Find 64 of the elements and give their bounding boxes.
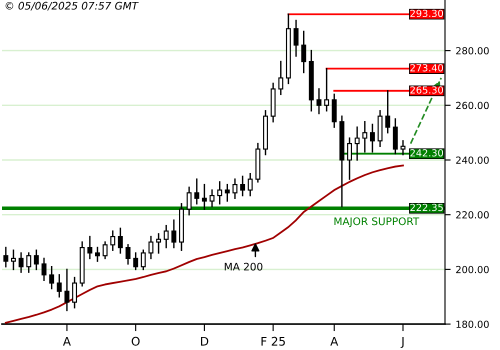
annotation: MA 200 [224, 262, 262, 271]
candlestick [210, 189, 215, 208]
candlestick [316, 88, 322, 114]
candlestick [164, 224, 169, 248]
candlestick [186, 186, 192, 216]
candlestick [347, 137, 352, 180]
candlestick [224, 184, 230, 202]
y-tick-label: 240.00 [456, 156, 489, 164]
x-tick-label: A [330, 336, 338, 346]
candlestick [400, 140, 406, 156]
candlestick [232, 178, 238, 199]
candlestick [18, 252, 24, 273]
series-label: 242.30 [410, 149, 444, 157]
candlestick [392, 118, 398, 154]
candlestick [133, 252, 138, 270]
candlestick [126, 244, 130, 265]
candlestick [140, 250, 146, 270]
candlestick [240, 176, 246, 196]
candlestick [3, 246, 8, 268]
ref-line-label: 222.35 [410, 204, 443, 212]
candlestick [102, 241, 108, 260]
candlestick [385, 90, 390, 134]
candlestick [332, 94, 337, 128]
y-tick-label: 220.00 [456, 211, 489, 219]
x-tick-label: O [132, 336, 140, 346]
y-tick-label: 180.00 [456, 320, 489, 328]
candlestick [10, 250, 16, 270]
candlestick [324, 68, 330, 112]
candlestick [248, 172, 253, 196]
candlestick [72, 276, 78, 308]
series-label: 293.30 [410, 10, 444, 18]
y-tick-label: 200.00 [456, 266, 489, 274]
candlestick [301, 30, 306, 74]
candlestick [217, 181, 222, 204]
candlestick [118, 228, 123, 254]
x-tick-label: J [400, 336, 404, 348]
candlestick [278, 60, 284, 96]
candlestick [362, 121, 368, 152]
x-tick-label: A [62, 336, 71, 346]
x-tick-label: F 25 [262, 336, 285, 346]
candlestick [34, 250, 39, 270]
candlestick [87, 236, 92, 260]
annotation: MAJOR SUPPORT [334, 217, 420, 228]
candlestick [56, 274, 62, 298]
y-tick-label: 260.00 [456, 102, 489, 110]
candlestick [49, 266, 54, 290]
candlestick [110, 230, 116, 251]
candlestick [171, 219, 176, 248]
candlestick [202, 184, 207, 210]
candlestick [354, 126, 360, 161]
candlestick [148, 236, 154, 260]
x-tick-label: D [201, 336, 208, 346]
candlestick [64, 268, 70, 312]
candlestick [95, 246, 100, 262]
series-label: 273.40 [410, 64, 444, 72]
candlestick [42, 258, 46, 282]
y-tick-label: 280.00 [456, 47, 489, 54]
candlestick [294, 20, 299, 57]
candlestick [156, 233, 162, 254]
series-label: 265.30 [410, 86, 444, 94]
annotation: © 05/06/2025 07:57 GMT [6, 2, 139, 10]
candlestick [26, 252, 32, 273]
candlestick [370, 124, 375, 152]
candlestick [194, 178, 200, 204]
